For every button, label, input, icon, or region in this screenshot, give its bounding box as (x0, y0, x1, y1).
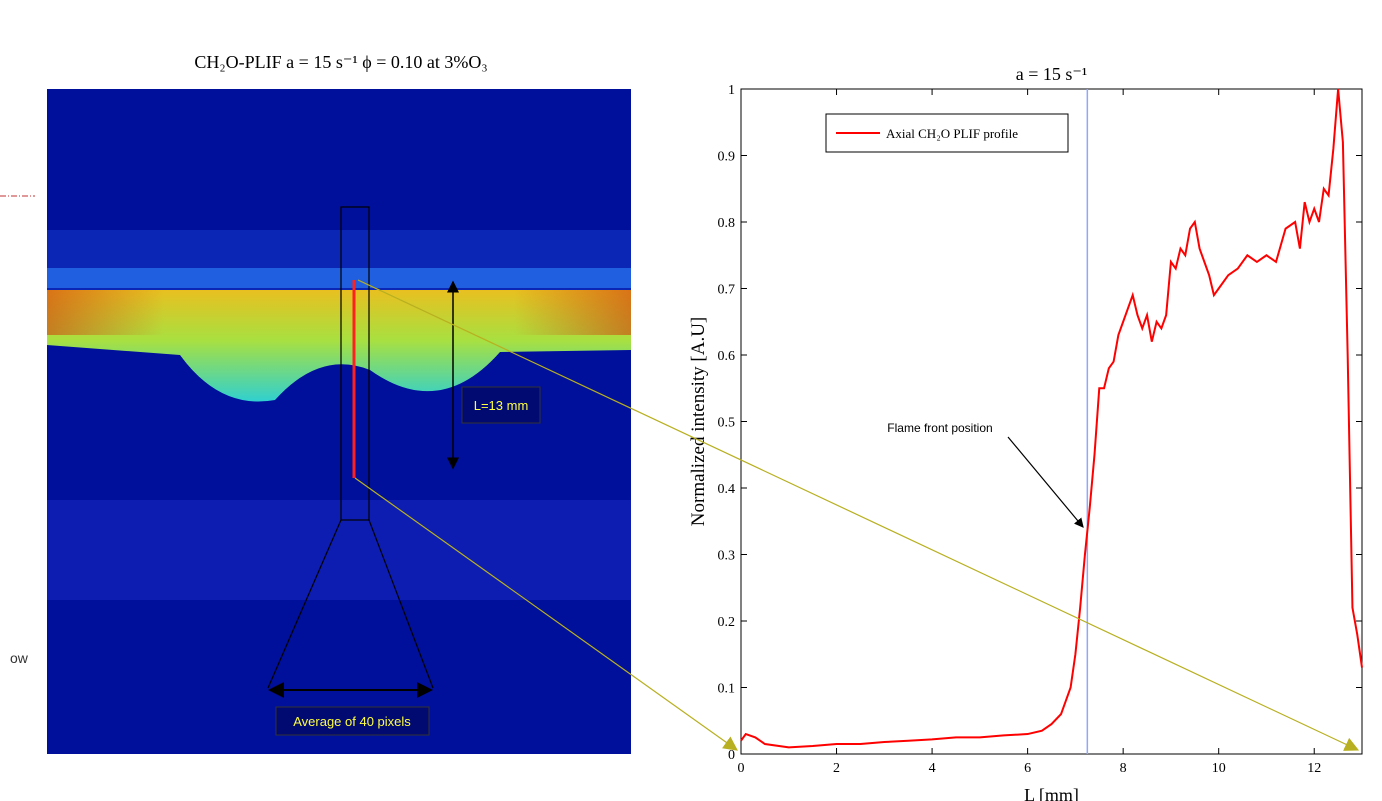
x-tick-label: 8 (1120, 761, 1127, 776)
x-tick-label: 4 (929, 761, 936, 776)
y-tick-label: 1 (728, 83, 735, 98)
x-tick-label: 10 (1212, 761, 1226, 776)
length-box (461, 386, 541, 424)
average-label: Average of 40 pixels (293, 714, 411, 729)
annotation-arrow (1007, 436, 1084, 528)
x-tick-label: 0 (738, 761, 745, 776)
y-tick-label: 0.2 (718, 615, 736, 630)
y-tick-label: 0.3 (718, 549, 736, 564)
y-tick-label: 0.6 (718, 349, 736, 364)
y-tick-label: 0 (728, 748, 735, 763)
plif-image (47, 89, 631, 754)
y-axis-label: Normalized intensity [A.U] (688, 317, 709, 526)
chart: 00.10.20.30.40.50.60.70.80.910 2 4 6 8 10 12a … (688, 64, 1363, 801)
x-tick-label: 6 (1024, 761, 1031, 776)
y-tick-label: 0.4 (718, 482, 736, 497)
x-tick-label: 12 (1307, 761, 1321, 776)
line-series (740, 88, 1363, 749)
y-tick-label: 0.1 (718, 682, 736, 697)
x-axis-label: L [mm] (1024, 785, 1079, 801)
length-label: L=13 mm (474, 398, 529, 413)
annotation: Flame front position (887, 421, 992, 435)
y-tick-label: 0.7 (718, 283, 736, 298)
chart-title: a = 15 s⁻¹ (1016, 64, 1088, 84)
plot-area (740, 88, 1363, 755)
sampling-window (267, 206, 459, 698)
y-tick-label: 0.8 (718, 216, 736, 231)
average-box (275, 706, 430, 736)
legend-label: Axial CH₂O PLIF profile (886, 126, 1018, 141)
zoom-lines (354, 279, 1360, 751)
edge-text: ow (10, 650, 29, 666)
image-title: CH₂O-PLIF a = 15 s⁻¹ ϕ = 0.10 at 3%O₃ (194, 52, 487, 72)
y-tick-label: 0.5 (718, 416, 736, 431)
y-tick-label: 0.9 (718, 150, 736, 165)
x-tick-label: 2 (833, 761, 840, 776)
